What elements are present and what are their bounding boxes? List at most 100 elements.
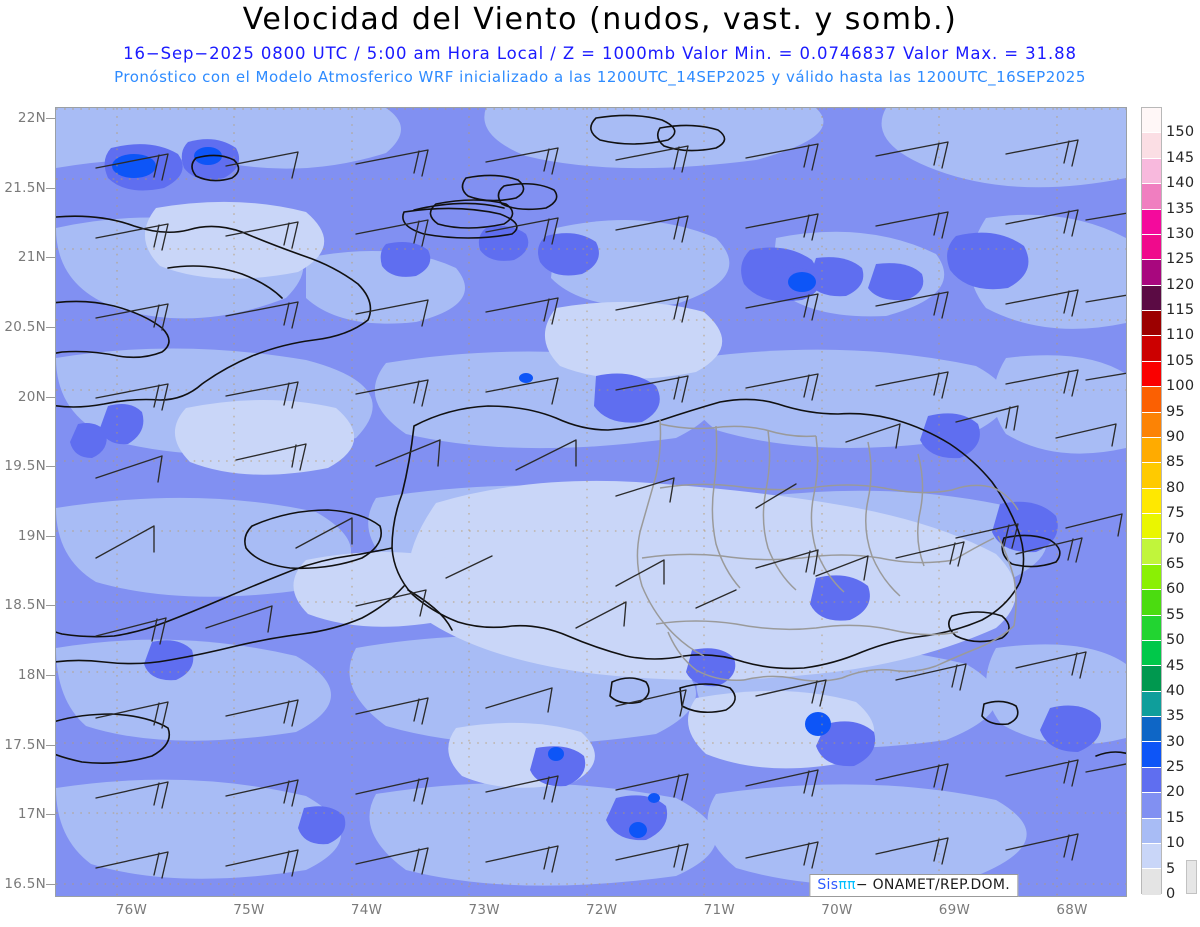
colorbar-tick-label: 40 <box>1166 682 1185 699</box>
colorbar-segment <box>1142 108 1161 134</box>
colorbar[interactable] <box>1141 107 1162 895</box>
y-axis-tick-mark <box>46 605 55 607</box>
y-axis-tick-label: 21N <box>17 249 46 266</box>
colorbar-tick-label: 35 <box>1166 708 1185 725</box>
y-axis-tick-mark <box>46 396 55 398</box>
colorbar-tick-label: 125 <box>1166 251 1195 268</box>
colorbar-segment <box>1142 843 1161 870</box>
colorbar-tick-label: 90 <box>1166 429 1185 446</box>
colorbar-segment <box>1142 463 1161 489</box>
colorbar-segment <box>1142 615 1161 641</box>
colorbar-segment <box>1142 361 1161 388</box>
y-axis-tick-label: 21.5N <box>4 179 46 196</box>
colorbar-segment <box>1142 564 1161 591</box>
colorbar-segment <box>1142 767 1161 794</box>
colorbar-segment <box>1142 514 1161 540</box>
colorbar-tick-label: 100 <box>1166 378 1195 395</box>
y-axis-tick-mark <box>46 675 55 677</box>
render-edge-sliver <box>1186 860 1197 894</box>
colorbar-segment <box>1142 387 1161 413</box>
y-axis-tick-mark <box>46 466 55 468</box>
colorbar-tick-label: 60 <box>1166 581 1185 598</box>
y-axis-tick-label: 16.5N <box>4 875 46 892</box>
colorbar-segment <box>1142 260 1161 286</box>
y-axis-tick-mark <box>46 814 55 816</box>
attribution-pi: ππ <box>838 877 856 893</box>
x-axis-tick-label: 70W <box>821 902 853 918</box>
wind-barbs <box>95 139 1126 879</box>
attribution-sis: Sis <box>817 877 839 893</box>
colorbar-segment <box>1142 742 1161 768</box>
colorbar-tick-label: 105 <box>1166 352 1195 369</box>
colorbar-segment <box>1142 869 1161 895</box>
colorbar-tick-label: 20 <box>1166 784 1185 801</box>
coastlines <box>56 114 1126 764</box>
x-axis-tick-label: 69W <box>938 902 971 918</box>
colorbar-segment <box>1142 793 1161 819</box>
colorbar-tick-label: 135 <box>1166 200 1195 217</box>
graticule-grid <box>56 108 1126 896</box>
y-axis-tick-mark <box>46 326 55 328</box>
y-axis-tick-mark <box>46 883 55 885</box>
province-borders <box>636 419 1019 682</box>
x-axis-tick-label: 74W <box>350 902 383 918</box>
y-axis-tick-label: 20N <box>17 388 46 405</box>
colorbar-segment <box>1142 412 1161 438</box>
colorbar-tick-label: 85 <box>1166 454 1185 471</box>
y-axis-tick-label: 17N <box>17 806 46 823</box>
field-band-25kt <box>112 147 831 838</box>
attribution-onamet: − ONAMET/REP.DOM. <box>855 877 1010 893</box>
map-plot-area[interactable] <box>55 107 1127 897</box>
colorbar-tick-label: 110 <box>1166 327 1195 344</box>
colorbar-segment <box>1142 133 1161 159</box>
colorbar-tick-label: 140 <box>1166 175 1195 192</box>
y-axis-tick-label: 22N <box>17 110 46 127</box>
x-axis-tick-label: 76W <box>115 902 148 918</box>
colorbar-tick-label: 145 <box>1166 149 1195 166</box>
colorbar-tick-label: 115 <box>1166 302 1195 319</box>
colorbar-tick-label: 120 <box>1166 276 1195 293</box>
wind-speed-map <box>56 108 1126 896</box>
y-axis-tick-label: 20.5N <box>4 318 46 335</box>
y-axis-tick-label: 17.5N <box>4 736 46 753</box>
colorbar-segment <box>1142 311 1161 337</box>
attribution-badge: Sisππ− ONAMET/REP.DOM. <box>809 874 1018 897</box>
colorbar-tick-label: 130 <box>1166 225 1195 242</box>
subtitle-model-info: Pronóstico con el Modelo Atmosferico WRF… <box>114 68 1086 86</box>
y-axis-tick-mark <box>46 118 55 120</box>
colorbar-segment <box>1142 285 1161 311</box>
colorbar-tick-label: 65 <box>1166 555 1185 572</box>
colorbar-segment <box>1142 539 1161 565</box>
y-axis-tick-mark <box>46 744 55 746</box>
colorbar-segment <box>1142 590 1161 616</box>
x-axis-tick-label: 72W <box>586 902 618 918</box>
colorbar-tick-label: 80 <box>1166 479 1185 496</box>
page-title: Velocidad del Viento (nudos, vast. y som… <box>242 2 958 37</box>
colorbar-tick-label: 0 <box>1166 886 1176 902</box>
colorbar-segment <box>1142 184 1161 210</box>
colorbar-tick-label: 15 <box>1166 809 1185 826</box>
colorbar-segment <box>1142 437 1161 464</box>
y-axis-tick-mark <box>46 535 55 537</box>
colorbar-segment <box>1142 640 1161 667</box>
y-axis-tick-label: 19.5N <box>4 458 46 475</box>
y-axis-tick-label: 18N <box>17 667 46 684</box>
x-axis-tick-label: 68W <box>1056 902 1088 918</box>
colorbar-segment <box>1142 691 1161 717</box>
colorbar-segment <box>1142 717 1161 743</box>
x-axis-tick-label: 75W <box>233 902 265 918</box>
y-axis-tick-mark <box>46 187 55 189</box>
colorbar-segment <box>1142 158 1161 185</box>
colorbar-segment <box>1142 666 1161 692</box>
colorbar-tick-label: 75 <box>1166 505 1185 522</box>
colorbar-tick-label: 30 <box>1166 733 1185 750</box>
subtitle-valid-time: 16−Sep−2025 0800 UTC / 5:00 am Hora Loca… <box>123 44 1077 63</box>
colorbar-tick-label: 70 <box>1166 530 1185 547</box>
colorbar-tick-label: 25 <box>1166 759 1185 776</box>
colorbar-segment <box>1142 488 1161 514</box>
x-axis-tick-label: 73W <box>468 902 500 918</box>
x-axis-tick-label: 71W <box>703 902 736 918</box>
colorbar-tick-label: 50 <box>1166 632 1185 649</box>
y-axis-tick-mark <box>46 257 55 259</box>
colorbar-segment <box>1142 818 1161 844</box>
